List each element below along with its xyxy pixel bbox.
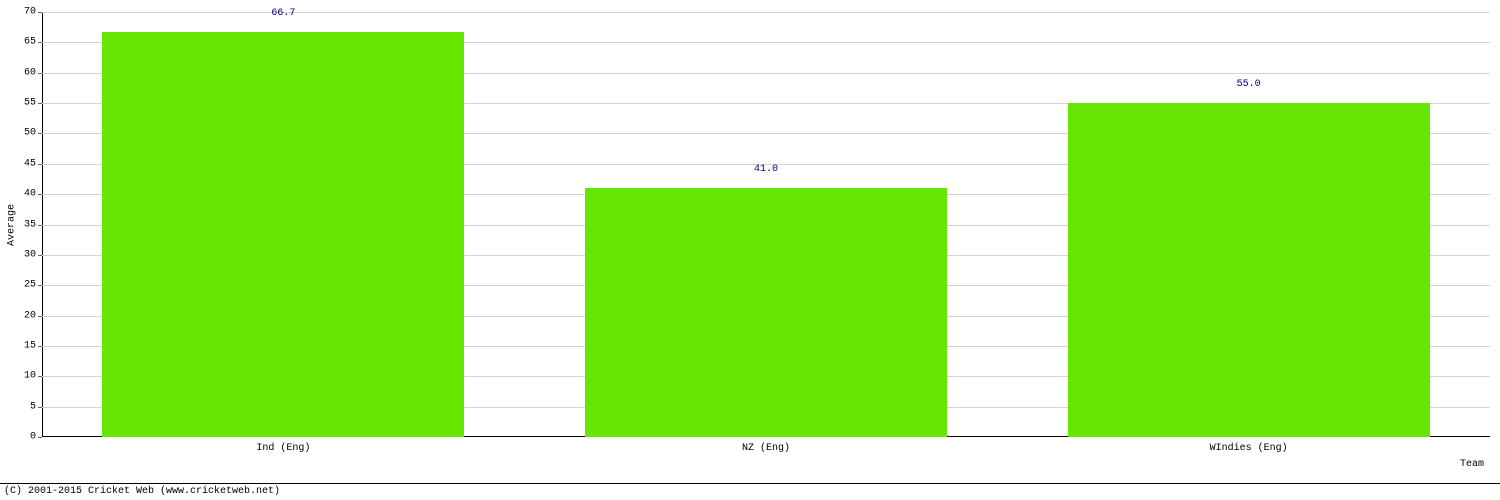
bar (585, 188, 947, 437)
x-tick-label: NZ (Eng) (742, 437, 790, 454)
y-tick-label: 35 (24, 219, 42, 230)
bar (102, 32, 464, 437)
bar-value-label: 55.0 (1237, 79, 1261, 90)
y-axis-title: Average (7, 203, 18, 245)
footer-copyright: (C) 2001-2015 Cricket Web (www.cricketwe… (0, 483, 1500, 500)
y-tick-label: 30 (24, 249, 42, 260)
bar (1068, 103, 1430, 437)
y-tick-label: 25 (24, 280, 42, 291)
y-tick-label: 65 (24, 37, 42, 48)
y-tick-label: 55 (24, 98, 42, 109)
y-tick-label: 15 (24, 340, 42, 351)
chart-container: 0 5 10 15 20 25 30 35 40 45 50 55 60 65 70 66.7 Ind (Eng… (0, 0, 1500, 500)
y-tick-label: 50 (24, 128, 42, 139)
y-tick-label: 5 (30, 401, 42, 412)
y-tick-label: 60 (24, 67, 42, 78)
y-tick-label: 20 (24, 310, 42, 321)
y-tick-label: 40 (24, 189, 42, 200)
x-axis-title: Team (1460, 459, 1484, 470)
bar-value-label: 66.7 (271, 8, 295, 19)
gridline (42, 12, 1490, 13)
y-tick-label: 10 (24, 371, 42, 382)
x-tick-label: WIndies (Eng) (1210, 437, 1288, 454)
y-tick-label: 0 (30, 432, 42, 443)
bar-value-label: 41.0 (754, 164, 778, 175)
plot-area: 051015202530354045505560657066.7Ind (Eng… (42, 12, 1490, 437)
x-tick-label: Ind (Eng) (256, 437, 310, 454)
y-tick-label: 45 (24, 158, 42, 169)
y-tick-label: 70 (24, 7, 42, 18)
